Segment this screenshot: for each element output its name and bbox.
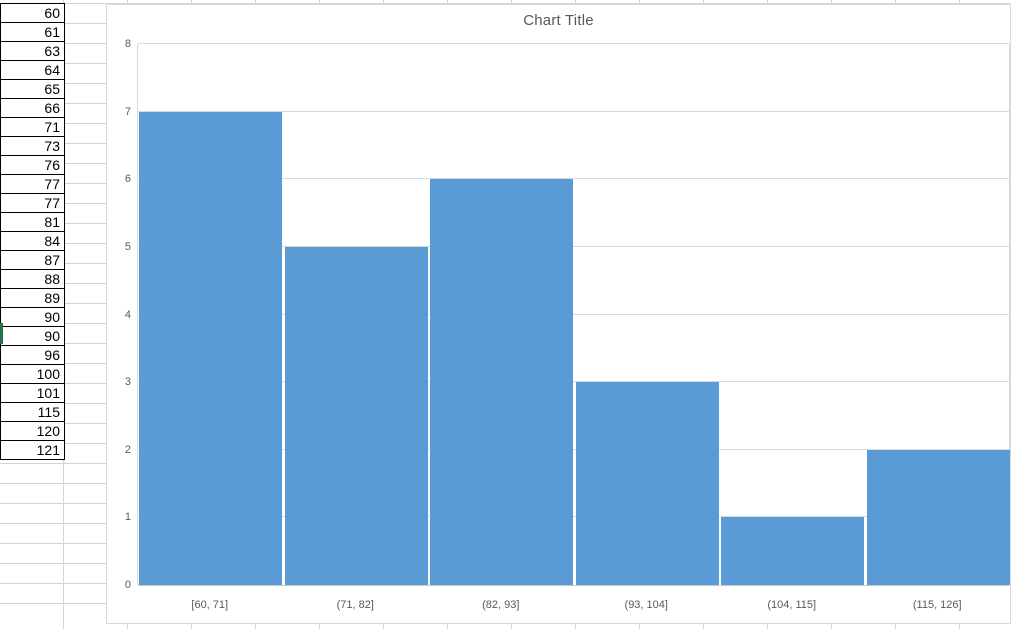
histogram-bar[interactable] <box>430 179 574 585</box>
y-axis-label: 6 <box>124 173 131 186</box>
y-axis-label: 2 <box>124 443 131 456</box>
spreadsheet-cell[interactable]: 81 <box>0 212 65 232</box>
x-axis-label: [60, 71] <box>191 599 229 611</box>
plot-area[interactable] <box>137 43 1010 586</box>
spreadsheet-cell[interactable]: 63 <box>0 41 65 61</box>
spreadsheet-cell[interactable]: 96 <box>0 345 65 365</box>
histogram-bar[interactable] <box>721 517 865 585</box>
spreadsheet-cell[interactable]: 76 <box>0 155 65 175</box>
y-gridline <box>138 381 1009 383</box>
y-axis-label: 8 <box>124 38 131 50</box>
spreadsheet-cell[interactable]: 77 <box>0 193 65 213</box>
x-axis-label: (82, 93] <box>482 599 520 611</box>
data-column: 60 61 63 64 65 66 71 73 76 77 77 81 84 87 88 89 90 90 96 10… <box>0 3 65 460</box>
x-axis-label: (115, 126] <box>912 599 962 611</box>
x-axis-label: (93, 104] <box>624 599 668 611</box>
spreadsheet-cell[interactable]: 65 <box>0 79 65 99</box>
y-gridline <box>138 110 1009 112</box>
spreadsheet-cell[interactable]: 87 <box>0 250 65 270</box>
spreadsheet-cell[interactable]: 66 <box>0 98 65 118</box>
histogram-bar[interactable] <box>575 382 719 585</box>
y-axis-label: 5 <box>124 240 131 253</box>
x-axis-line <box>138 585 1009 586</box>
spreadsheet-cell[interactable]: 121 <box>0 440 65 460</box>
spreadsheet-cell[interactable]: 100 <box>0 364 65 384</box>
spreadsheet-cell[interactable]: 77 <box>0 174 65 194</box>
y-gridline <box>138 313 1009 315</box>
histogram-bar[interactable] <box>866 449 1010 585</box>
y-axis-label: 3 <box>124 376 131 389</box>
spreadsheet-cell[interactable]: 73 <box>0 136 65 156</box>
y-axis-label: 7 <box>124 105 131 118</box>
x-axis-label: (71, 82] <box>336 599 374 611</box>
spreadsheet-cell[interactable]: 89 <box>0 288 65 308</box>
spreadsheet-cell[interactable]: 64 <box>0 60 65 80</box>
chart-canvas[interactable]: Chart Title 0 1 2 3 4 5 6 7 8 [60, 71] (71, 82] (82… <box>106 4 1011 624</box>
spreadsheet-cell[interactable]: 60 <box>0 3 65 23</box>
spreadsheet-cell[interactable]: 120 <box>0 421 65 441</box>
spreadsheet-cell[interactable]: 61 <box>0 22 65 42</box>
y-gridline <box>138 178 1009 180</box>
y-axis-label: 1 <box>124 511 131 524</box>
histogram-bar[interactable] <box>284 246 428 585</box>
histogram-bar[interactable] <box>139 111 283 585</box>
y-axis-label: 0 <box>124 579 131 591</box>
spreadsheet-cell[interactable]: 101 <box>0 383 65 403</box>
spreadsheet-cell[interactable]: 88 <box>0 269 65 289</box>
chart-title[interactable]: Chart Title <box>523 12 594 29</box>
spreadsheet-cell[interactable]: 90 <box>0 307 65 327</box>
spreadsheet-cell[interactable]: 115 <box>0 402 65 422</box>
y-gridline <box>138 448 1009 450</box>
spreadsheet-cell[interactable]: 90 <box>0 326 65 346</box>
x-axis-label: (104, 115] <box>767 599 817 611</box>
y-gridline <box>138 516 1009 518</box>
spreadsheet-cell[interactable]: 71 <box>0 117 65 137</box>
active-cell-indicator <box>0 323 3 344</box>
y-gridline <box>138 43 1009 44</box>
y-gridline <box>138 245 1009 247</box>
y-axis-label: 4 <box>124 308 131 321</box>
spreadsheet-cell[interactable]: 84 <box>0 231 65 251</box>
